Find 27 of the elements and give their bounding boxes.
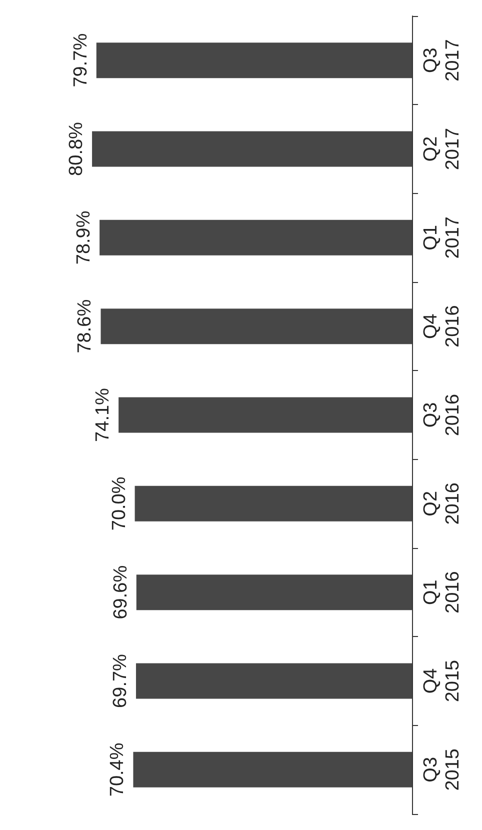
data-label: 78.9% <box>74 210 95 265</box>
bar <box>133 752 412 788</box>
y-tick-label: Q4 2015 <box>420 660 464 702</box>
data-label: 69.6% <box>110 565 132 620</box>
bar <box>136 574 412 610</box>
data-label: 74.1% <box>92 388 114 442</box>
bar <box>100 308 412 344</box>
y-tick-label: Q3 2017 <box>420 39 464 82</box>
data-label: 70.0% <box>108 476 130 531</box>
data-label: 79.7% <box>70 33 92 88</box>
bar <box>136 663 412 699</box>
y-tick-label: Q1 2017 <box>420 216 464 259</box>
y-tick-label: Q3 2015 <box>420 748 464 791</box>
data-label: 70.4% <box>107 742 128 797</box>
y-tick-label: Q2 2017 <box>420 128 464 170</box>
y-tick-label: Q2 2016 <box>420 482 464 525</box>
bar <box>118 397 412 433</box>
data-label: 78.6% <box>74 299 96 354</box>
data-label: 69.7% <box>110 654 131 708</box>
bar <box>96 42 412 78</box>
y-tick-label: Q1 2016 <box>420 571 464 614</box>
data-label: 80.8% <box>66 122 88 176</box>
bar <box>92 131 412 167</box>
y-tick-label: Q3 2016 <box>420 394 464 436</box>
y-tick-label: Q4 2016 <box>420 305 464 348</box>
bar <box>100 220 412 256</box>
bar <box>134 486 412 522</box>
